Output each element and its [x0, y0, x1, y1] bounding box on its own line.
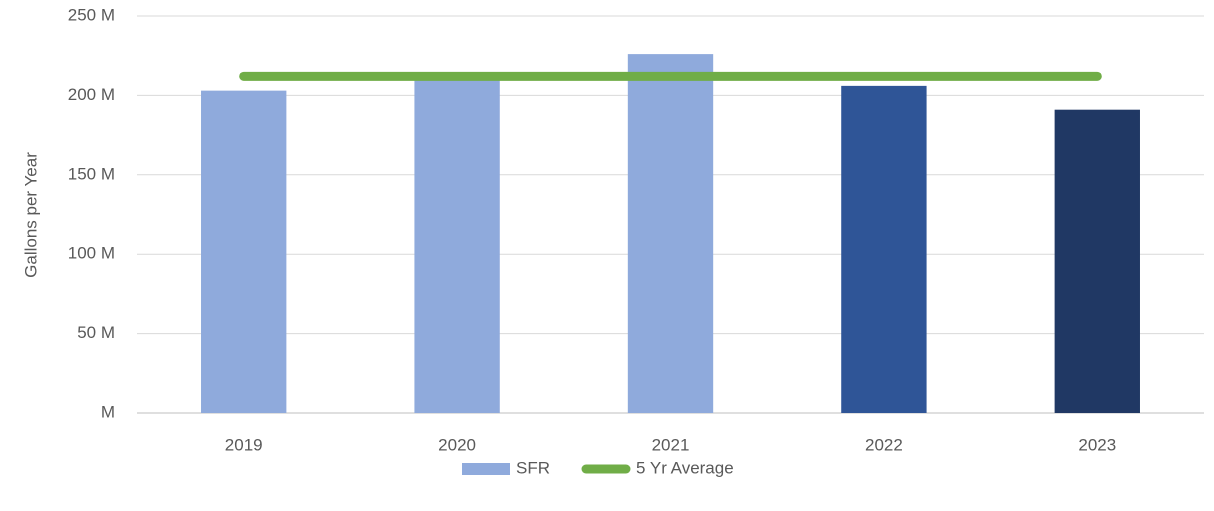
bar	[201, 90, 287, 414]
bar	[1054, 109, 1140, 413]
x-tick-label: 2021	[652, 435, 690, 454]
x-tick-label: 2019	[225, 435, 263, 454]
y-axis-title: Gallons per Year	[21, 152, 40, 278]
legend-label: 5 Yr Average	[636, 458, 734, 477]
bar	[627, 54, 714, 413]
bar	[841, 85, 927, 413]
y-tick-label: 200 M	[68, 85, 115, 104]
y-tick-label: 250 M	[68, 5, 115, 24]
legend-swatch	[462, 463, 510, 475]
legend-label: SFR	[516, 458, 550, 477]
y-tick-label: M	[101, 402, 115, 421]
y-tick-label: 50 M	[77, 323, 115, 342]
y-tick-label: 150 M	[68, 164, 115, 183]
x-tick-label: 2023	[1078, 435, 1116, 454]
bar	[414, 77, 500, 413]
x-tick-label: 2022	[865, 435, 903, 454]
x-tick-label: 2020	[438, 435, 476, 454]
y-tick-label: 100 M	[68, 244, 115, 263]
